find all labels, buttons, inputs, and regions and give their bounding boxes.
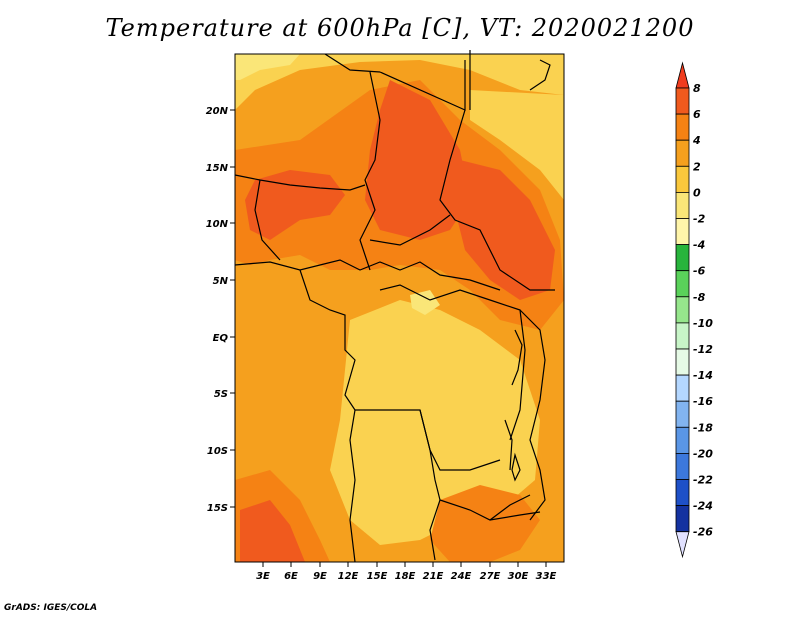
lat-label: 5S: [214, 389, 228, 400]
colorbar-swatch: [675, 426, 690, 454]
colorbar-label: -2: [693, 213, 706, 226]
longitude-axis: 3E 6E 9E 12E 15E 18E 21E 24E 27E 30E 33E: [256, 562, 557, 582]
lon-label: 3E: [256, 571, 270, 582]
colorbar-label: -8: [693, 291, 706, 304]
colorbar-label: -6: [693, 265, 706, 278]
lon-label: 24E: [451, 571, 472, 582]
colorbar-bottom-arrow: [675, 531, 690, 559]
colorbar-swatch: [675, 270, 690, 298]
country-boundaries: [234, 50, 555, 563]
temperature-map: [234, 50, 565, 563]
map-title: Temperature at 600hPa [C], VT: 202002120…: [105, 14, 695, 42]
lat-label: EQ: [213, 333, 229, 344]
colorbar-swatch: [675, 139, 690, 167]
zone-0-2-north: [235, 54, 564, 110]
colorbar-label: -16: [693, 395, 713, 408]
lat-label: 10S: [207, 446, 228, 457]
lon-label: 12E: [338, 571, 359, 582]
colorbar-swatch: [675, 400, 690, 428]
latitude-axis: 20N 15N 10N 5N EQ 5S 10S 15S: [206, 106, 235, 514]
map-frame: [234, 53, 565, 563]
colorbar: 8 6 4 2 0 -2 -4 -6 -8 -10 -12 -14 -16 -18 -20 -22 -24 -26: [675, 61, 713, 559]
lon-label: 15E: [367, 571, 388, 582]
colorbar-swatch: [675, 191, 690, 219]
lon-label: 18E: [395, 571, 416, 582]
colorbar-swatch: [675, 113, 690, 141]
lon-label: 27E: [480, 571, 501, 582]
zone-6-8-east: [455, 160, 555, 300]
colorbar-label: -18: [693, 421, 713, 434]
lakes: [504, 329, 523, 482]
colorbar-label: 8: [693, 82, 701, 95]
colorbar-swatch: [675, 348, 690, 376]
colorbar-label: 4: [692, 134, 701, 147]
zone-6-8-north: [365, 80, 470, 240]
zone-6-8-southwest: [240, 500, 305, 562]
lat-label: 5N: [213, 276, 229, 287]
colorbar-swatch: [675, 87, 690, 115]
grads-credit: GrADS: IGES/COLA: [4, 603, 98, 613]
colorbar-swatch: [675, 505, 690, 533]
colorbar-label: -4: [693, 239, 705, 252]
colorbar-swatch: [675, 296, 690, 324]
lat-label: 20N: [206, 106, 229, 117]
colorbar-label: -10: [693, 317, 713, 330]
lon-label: 30E: [508, 571, 529, 582]
colorbar-swatch: [675, 374, 690, 402]
colorbar-label: -24: [693, 500, 713, 513]
colorbar-swatch: [675, 452, 690, 480]
colorbar-label: 0: [693, 186, 701, 199]
colorbar-swatch: [675, 479, 690, 507]
zone-neg2-0-patch-2: [410, 290, 440, 315]
lon-label: 33E: [536, 571, 557, 582]
colorbar-label: -26: [693, 526, 713, 539]
colorbar-top-arrow: [675, 61, 690, 89]
colorbar-swatch: [675, 165, 690, 193]
lon-label: 6E: [284, 571, 298, 582]
zone-neg2-0-patch-1: [235, 54, 300, 80]
zone-0-2-east: [470, 90, 564, 200]
colorbar-swatch: [675, 322, 690, 350]
lon-label: 9E: [313, 571, 327, 582]
colorbar-label: -22: [693, 474, 713, 487]
colorbar-swatch: [675, 244, 690, 272]
zone-0-2-south: [330, 300, 540, 545]
colorbar-label: -12: [693, 343, 713, 356]
colorbar-label: -20: [693, 447, 713, 460]
colorbar-swatch: [675, 218, 690, 246]
lon-label: 21E: [423, 571, 444, 582]
lat-label: 10N: [206, 219, 229, 230]
colorbar-label: 2: [693, 160, 701, 173]
lat-label: 15N: [206, 163, 229, 174]
colorbar-label: 6: [693, 108, 701, 121]
lat-label: 15S: [207, 503, 228, 514]
colorbar-label: -14: [693, 369, 713, 382]
